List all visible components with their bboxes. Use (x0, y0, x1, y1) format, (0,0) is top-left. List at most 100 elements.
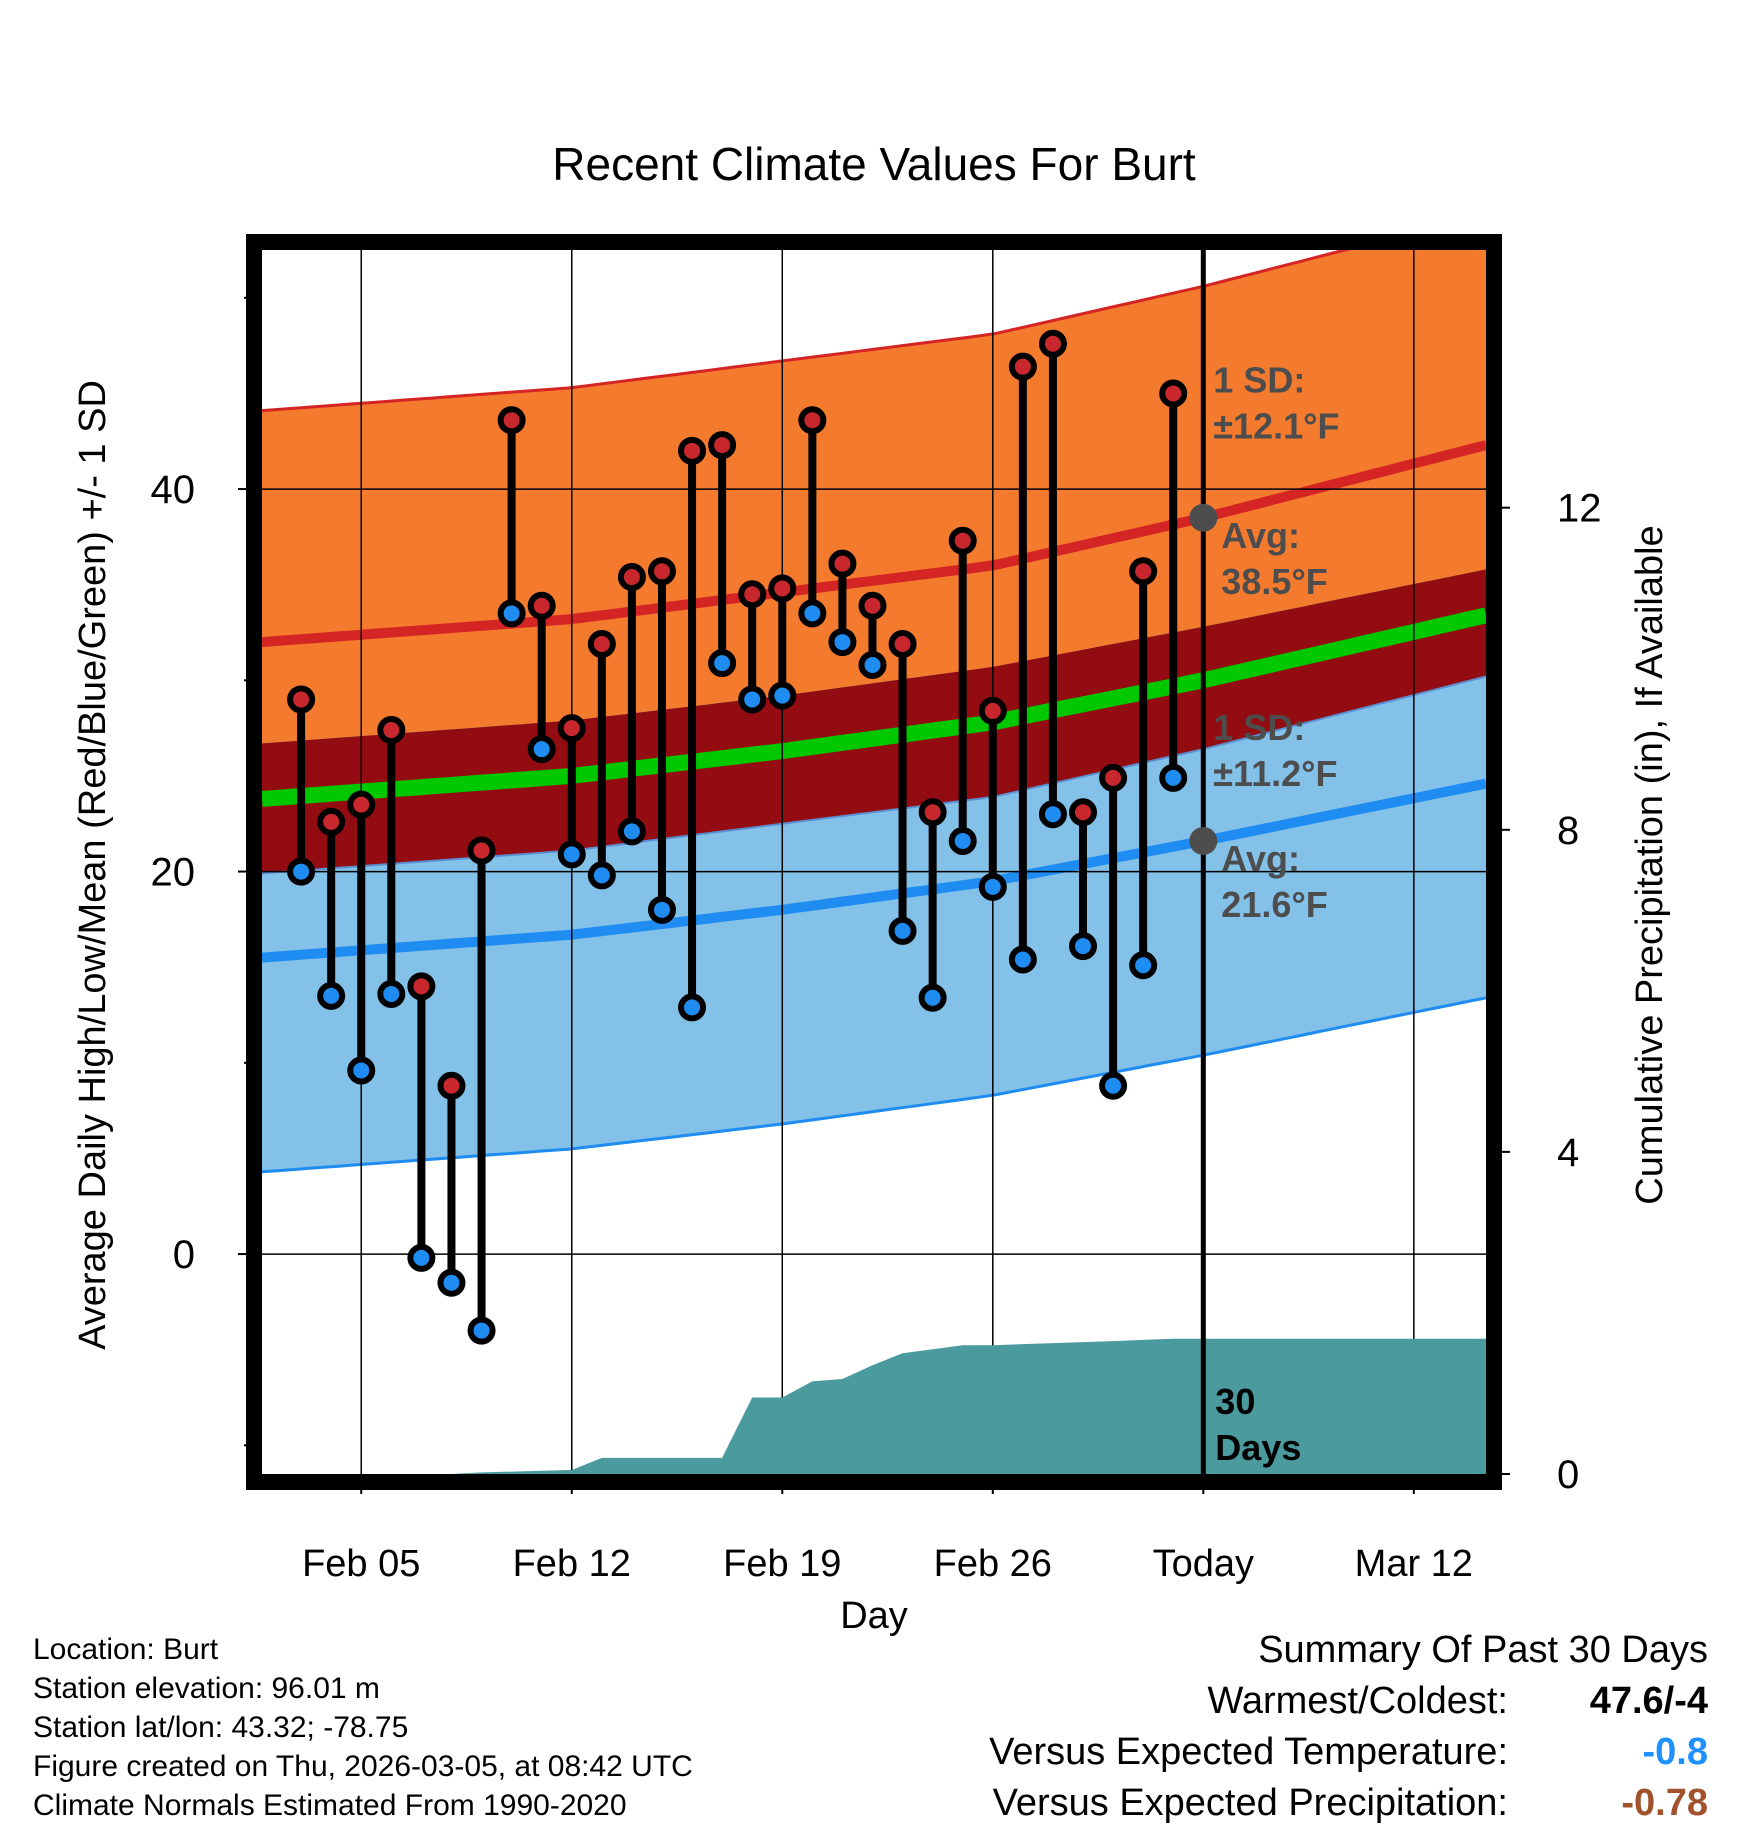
daily-range-22 (918, 798, 947, 1012)
low-temp-point (708, 649, 737, 678)
daily-range-29 (1129, 557, 1158, 980)
low-temp-point (317, 981, 346, 1010)
x-axis-label: Day (840, 1595, 908, 1637)
high-avg-annotation-line-1: Avg: (1221, 515, 1300, 556)
station-info: Location: Burt Station elevation: 96.01 … (33, 1630, 693, 1825)
low-temp-point (407, 1243, 436, 1272)
low-sd-annotation-line-1: 1 SD: (1213, 707, 1305, 748)
daily-range-6 (437, 1071, 466, 1297)
daily-range-18 (798, 406, 827, 628)
daily-range-1 (287, 685, 316, 886)
high-temp-point (1038, 329, 1067, 358)
x-tick-label: Mar 12 (1355, 1543, 1473, 1585)
mean-avg-line (262, 607, 1486, 807)
low-temp-point (918, 983, 947, 1012)
low-temp-point (527, 735, 556, 764)
x-tick-label: Feb 12 (513, 1543, 631, 1585)
low-temp-point (768, 681, 797, 710)
daily-range-11 (587, 629, 616, 890)
daily-range-5 (407, 972, 436, 1272)
high-temp-point (858, 591, 887, 620)
high-temp-point (948, 526, 977, 555)
daily-range-15 (708, 431, 737, 678)
x-tick-label: Feb 26 (934, 1543, 1052, 1585)
high-temp-point (708, 431, 737, 460)
high-temp-point (557, 714, 586, 743)
high-temp-point (1069, 798, 1098, 827)
high-avg-today-marker (1189, 503, 1218, 532)
daily-range-23 (948, 526, 977, 855)
high-avg-line (262, 440, 1486, 648)
daily-range-28 (1099, 763, 1128, 1100)
low-temp-point (647, 895, 676, 924)
daily-range-24 (978, 696, 1007, 901)
low-temp-point (617, 817, 646, 846)
chart-title: Recent Climate Values For Burt (552, 138, 1196, 190)
high-temp-point (678, 436, 707, 465)
daily-range-16 (738, 580, 767, 714)
daily-range-9 (527, 591, 556, 764)
daily-range-26 (1038, 329, 1067, 829)
high-temp-point (1159, 379, 1188, 408)
daily-range-27 (1069, 798, 1098, 961)
y-tick-label: 20 (151, 851, 196, 895)
high-temp-point (407, 972, 436, 1001)
low-sd-lower-line (262, 996, 1486, 1174)
y-tick-label: 0 (173, 1233, 195, 1277)
temp-value: -0.8 (1642, 1731, 1708, 1773)
daily-range-7 (467, 836, 496, 1345)
summary-panel: Summary Of Past 30 Days Warmest/Coldest:… (989, 1625, 1708, 1829)
low-temp-point (678, 993, 707, 1022)
low-avg-annotation-line-2: 21.6°F (1221, 884, 1327, 925)
low-temp-point (1038, 800, 1067, 829)
y-tick-label: 40 (151, 468, 196, 512)
high-sd-annotation-line-2: ±12.1°F (1213, 405, 1339, 446)
high-sd-upper-line (262, 250, 1351, 413)
high-temp-point (467, 836, 496, 865)
daily-range-2 (317, 807, 346, 1010)
summary-title: Summary Of Past 30 Days (1258, 1629, 1708, 1671)
low-avg-annotation-line-1: Avg: (1221, 838, 1300, 879)
created-text: Figure created on Thu, 2026-03-05, at 08… (33, 1750, 693, 1783)
x-tick-label: Today (1153, 1543, 1254, 1585)
high-temp-point (347, 790, 376, 819)
low-temp-point (467, 1316, 496, 1345)
daily-range-19 (828, 549, 857, 657)
low-temp-point (798, 599, 827, 628)
normals-text: Climate Normals Estimated From 1990-2020 (33, 1789, 627, 1822)
low-temp-point (1129, 951, 1158, 980)
y2-axis-label: Cumulative Precipitation (in), If Availa… (1629, 525, 1671, 1204)
latlon-text: Station lat/lon: 43.32; -78.75 (33, 1711, 409, 1744)
daily-range-13 (647, 557, 676, 924)
y2-tick-label: 4 (1557, 1131, 1579, 1175)
high-temp-point (1129, 557, 1158, 586)
low-temp-point (858, 651, 887, 680)
temp-label: Versus Expected Temperature: (989, 1731, 1508, 1773)
precip-label: Versus Expected Precipitation: (992, 1782, 1508, 1824)
daily-range-17 (768, 574, 797, 710)
precip-value: -0.78 (1621, 1782, 1708, 1824)
low-avg-line (262, 778, 1486, 963)
high-temp-point (978, 696, 1007, 725)
window-annotation-line-2: Days (1215, 1427, 1301, 1468)
high-temp-point (647, 557, 676, 586)
low-temp-point (377, 979, 406, 1008)
high-temp-point (1008, 352, 1037, 381)
low-temp-point (888, 916, 917, 945)
high-temp-point (1099, 763, 1128, 792)
y2-tick-label: 8 (1557, 809, 1579, 853)
high-temp-point (828, 549, 857, 578)
y-axis-label: Average Daily High/Low/Mean (Red/Blue/Gr… (72, 380, 114, 1350)
high-temp-point (918, 798, 947, 827)
high-temp-point (317, 807, 346, 836)
low-temp-point (828, 628, 857, 657)
high-sd-annotation-line-1: 1 SD: (1213, 359, 1305, 400)
location-text: Location: Burt (33, 1633, 219, 1666)
high-temp-point (888, 629, 917, 658)
window-annotation-line-1: 30 (1215, 1381, 1255, 1422)
daily-range-12 (617, 563, 646, 846)
high-temp-point (377, 716, 406, 745)
x-tick-label: Feb 05 (302, 1543, 420, 1585)
y2-tick-label: 12 (1557, 487, 1602, 531)
low-temp-point (287, 857, 316, 886)
